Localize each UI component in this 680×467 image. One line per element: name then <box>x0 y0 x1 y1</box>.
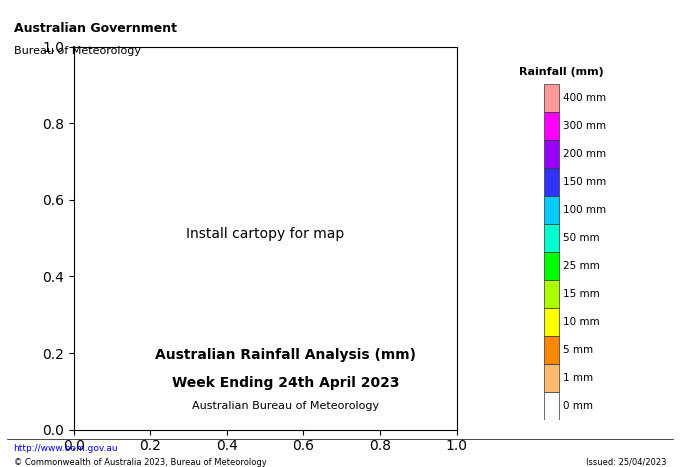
Text: Install cartopy for map: Install cartopy for map <box>186 227 344 241</box>
Text: 200 mm: 200 mm <box>563 149 606 159</box>
Text: http://www.bom.gov.au: http://www.bom.gov.au <box>14 444 118 453</box>
Text: 25 mm: 25 mm <box>563 261 600 271</box>
Text: 15 mm: 15 mm <box>563 289 600 299</box>
Bar <box>544 308 560 336</box>
Bar <box>544 336 560 364</box>
Bar <box>544 280 560 308</box>
Bar <box>544 224 560 252</box>
Text: 150 mm: 150 mm <box>563 177 606 187</box>
Bar <box>544 252 560 280</box>
Text: Australian Rainfall Analysis (mm): Australian Rainfall Analysis (mm) <box>155 348 416 362</box>
Bar <box>544 196 560 224</box>
Text: 0 mm: 0 mm <box>563 401 593 411</box>
Text: 10 mm: 10 mm <box>563 317 599 327</box>
Text: © Commonwealth of Australia 2023, Bureau of Meteorology: © Commonwealth of Australia 2023, Bureau… <box>14 458 267 467</box>
Bar <box>544 140 560 168</box>
Text: Australian Bureau of Meteorology: Australian Bureau of Meteorology <box>192 401 379 411</box>
Text: 400 mm: 400 mm <box>563 93 606 103</box>
Text: 1 mm: 1 mm <box>563 373 593 383</box>
Bar <box>544 168 560 196</box>
Bar <box>544 392 560 420</box>
Text: 100 mm: 100 mm <box>563 205 606 215</box>
Text: Issued: 25/04/2023: Issued: 25/04/2023 <box>586 458 666 467</box>
Text: Week Ending 24th April 2023: Week Ending 24th April 2023 <box>172 376 399 390</box>
Text: Rainfall (mm): Rainfall (mm) <box>519 67 603 78</box>
Text: 5 mm: 5 mm <box>563 345 593 355</box>
Text: Bureau of Meteorology: Bureau of Meteorology <box>14 46 141 57</box>
Bar <box>544 84 560 112</box>
Text: 300 mm: 300 mm <box>563 121 606 131</box>
Bar <box>544 364 560 392</box>
Text: Australian Government: Australian Government <box>14 21 177 35</box>
Text: 50 mm: 50 mm <box>563 233 599 243</box>
Bar <box>544 112 560 140</box>
